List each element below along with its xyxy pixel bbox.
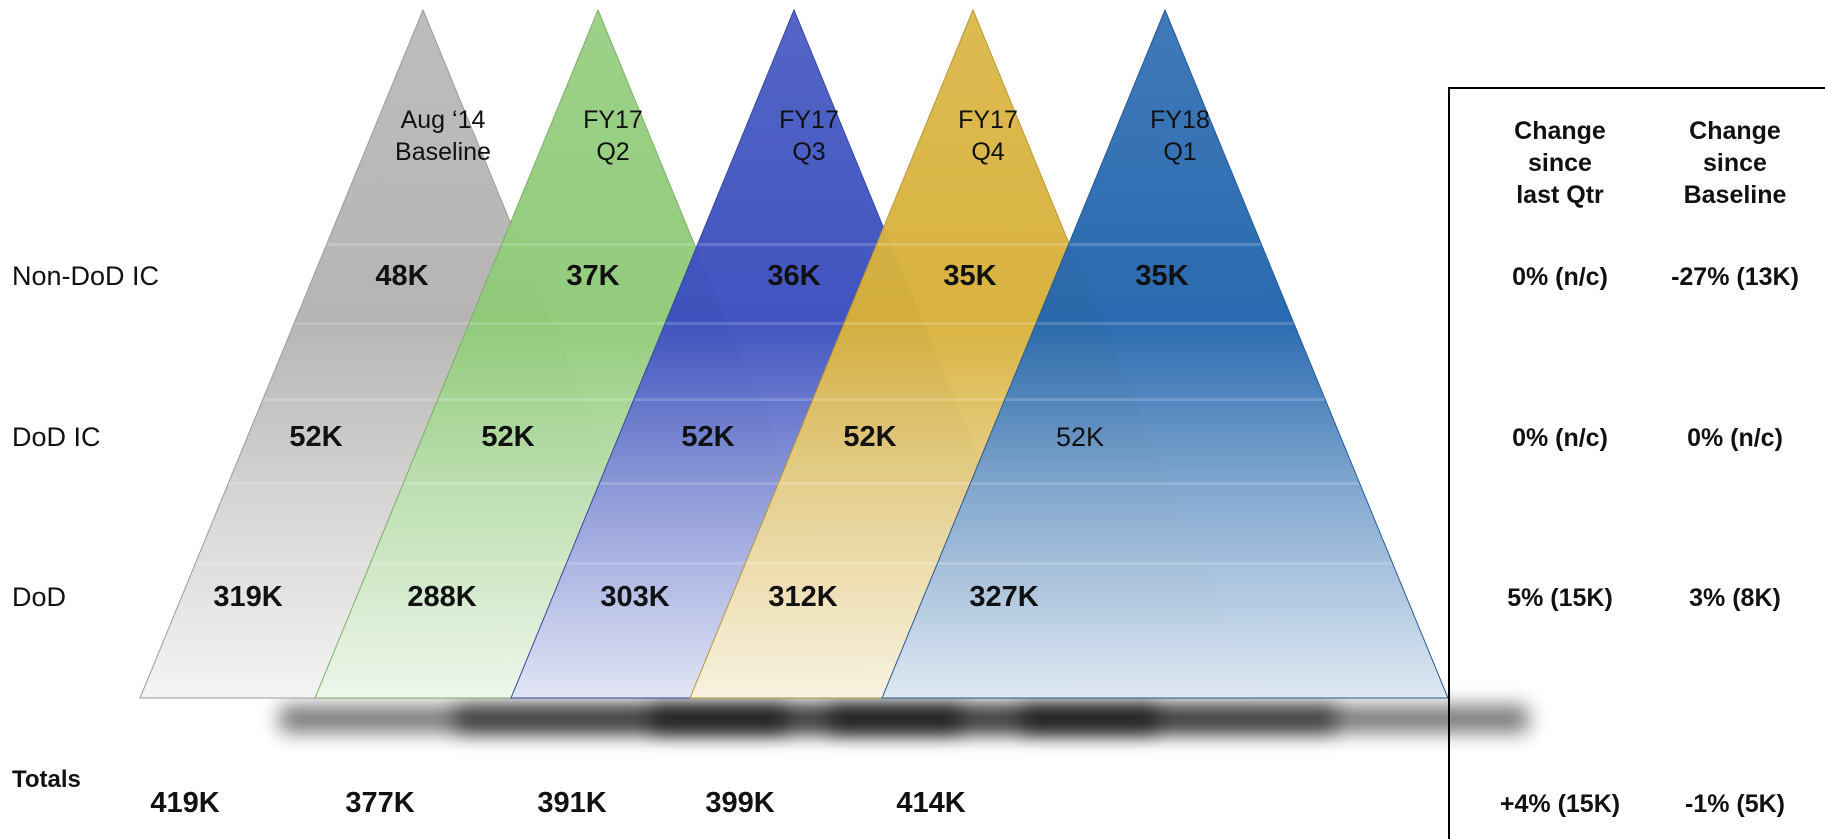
pyramid-band — [502, 243, 694, 246]
value-dod-2: 288K — [407, 581, 476, 613]
change-2-dod: 3% (8K) — [1689, 584, 1781, 612]
pyramid-fy18-q1 — [881, 8, 1449, 699]
pyramid-title-3: FY17 Q3 — [779, 106, 839, 166]
pyramid-title-5: FY18 Q1 — [1150, 106, 1210, 166]
pyramid-band — [403, 482, 793, 485]
value-dod-1: 319K — [213, 581, 282, 613]
change-header-1: Change since last Qtr — [1514, 117, 1606, 209]
value-dod-ic-3: 52K — [681, 421, 734, 453]
value-dod-4: 312K — [768, 581, 837, 613]
row-label-totals: Totals — [12, 766, 81, 793]
pyramid-shadows — [280, 706, 1528, 732]
change-columns: Change since last Qtr 0% (n/c) 0% (n/c) 5% (1… — [1500, 117, 1799, 818]
pyramid-band — [294, 322, 552, 325]
value-non-dod-ic-3: 36K — [767, 260, 820, 292]
pyramid-band — [665, 322, 923, 325]
pyramid-band — [698, 243, 890, 246]
pyramid-band — [937, 562, 1393, 565]
pyramid-band — [327, 243, 519, 246]
pyramid-band — [263, 398, 583, 401]
pyramid-band — [1069, 243, 1261, 246]
value-dod-ic-1: 52K — [289, 421, 342, 453]
row-label-non-dod-ic: Non-DoD IC — [12, 261, 159, 291]
total-2: 377K — [345, 787, 414, 819]
row-labels: Non-DoD IC DoD IC DoD Totals — [12, 261, 159, 793]
pyramids — [139, 8, 1449, 699]
total-5: 414K — [896, 787, 965, 819]
pyramid-band — [970, 482, 1360, 485]
total-4: 399K — [705, 787, 774, 819]
row-label-dod-ic: DoD IC — [12, 422, 101, 452]
pyramid-band — [877, 243, 1069, 246]
change-1-dod: 5% (15K) — [1507, 584, 1613, 612]
pyramid-band — [438, 398, 758, 401]
change-2-dod-ic: 0% (n/c) — [1687, 424, 1783, 452]
value-dod-ic-2: 52K — [481, 421, 534, 453]
pyramid-shadow-5 — [1022, 706, 1528, 732]
change-2-non-dod-ic: -27% (13K) — [1671, 263, 1799, 291]
change-2-total: -1% (5K) — [1685, 790, 1785, 818]
change-header-2: Change since Baseline — [1684, 117, 1787, 209]
value-dod-5: 327K — [969, 581, 1038, 613]
value-non-dod-ic-4: 35K — [943, 260, 996, 292]
pyramid-band — [1005, 398, 1325, 401]
row-label-dod: DoD — [12, 582, 66, 612]
total-3: 391K — [537, 787, 606, 819]
pyramid-title-4: FY17 Q4 — [958, 106, 1018, 166]
pyramid-band — [1036, 322, 1294, 325]
pyramid-title-2: FY17 Q2 — [583, 106, 643, 166]
pyramid-title-1: Aug ‘14 Baseline — [395, 106, 491, 166]
pyramid-band — [469, 322, 727, 325]
value-dod-ic-4: 52K — [843, 421, 896, 453]
value-labels: Aug ‘14 Baseline FY17 Q2 FY17 Q3 FY17 Q4 FY18 Q1 4… — [150, 106, 1210, 819]
change-1-total: +4% (15K) — [1500, 790, 1620, 818]
pyramid-band — [813, 398, 1133, 401]
pyramid-band — [844, 322, 1102, 325]
value-non-dod-ic-5: 35K — [1135, 260, 1188, 292]
change-panel-border — [1448, 87, 1825, 839]
value-non-dod-ic-1: 48K — [375, 260, 428, 292]
pyramid-band — [634, 398, 954, 401]
change-1-dod-ic: 0% (n/c) — [1512, 424, 1608, 452]
value-dod-3: 303K — [600, 581, 669, 613]
value-dod-ic-5: 52K — [1056, 422, 1104, 452]
change-1-non-dod-ic: 0% (n/c) — [1512, 263, 1608, 291]
total-1: 419K — [150, 787, 219, 819]
value-non-dod-ic-2: 37K — [566, 260, 619, 292]
